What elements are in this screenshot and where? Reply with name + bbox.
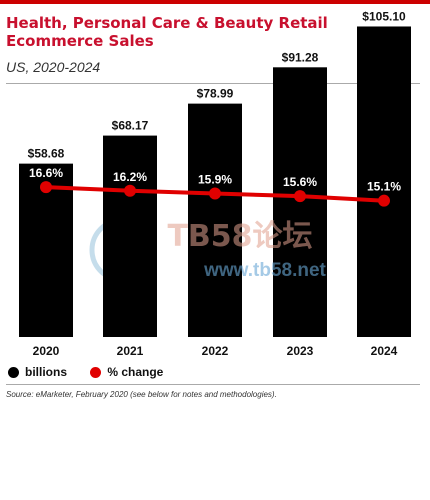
top-accent-line xyxy=(0,0,430,4)
source-note: Source: eMarketer, February 2020 (see be… xyxy=(6,390,277,399)
x-tick-label-2021: 2021 xyxy=(117,344,144,358)
watermark-brand-text: TB58论坛 xyxy=(167,219,312,254)
x-tick-label-2022: 2022 xyxy=(202,344,229,358)
legend-item-bars: billions xyxy=(8,365,67,379)
change-label-2022: 15.9% xyxy=(198,172,232,186)
bar-value-label-2022: $78.99 xyxy=(197,87,234,101)
x-tick-label-2020: 2020 xyxy=(33,344,60,358)
change-point-2021 xyxy=(124,184,136,197)
legend-bar-swatch xyxy=(8,366,19,378)
bar-value-label-2020: $58.68 xyxy=(28,147,65,161)
bar-value-label-2021: $68.17 xyxy=(112,119,149,133)
legend-line-label: % change xyxy=(107,365,164,379)
change-label-2020: 16.6% xyxy=(29,166,63,180)
change-label-2024: 15.1% xyxy=(367,180,401,194)
bar-2024 xyxy=(357,26,411,338)
legend-item-line: % change xyxy=(90,365,163,379)
watermark-url-text: www.tb58.net xyxy=(203,260,326,281)
legend-line-swatch xyxy=(90,366,102,378)
x-tick-label-2024: 2024 xyxy=(371,344,398,358)
change-point-2020 xyxy=(40,181,52,194)
bar-2022 xyxy=(188,103,242,337)
change-label-2023: 15.6% xyxy=(283,175,317,189)
footer-divider xyxy=(6,384,420,385)
chart-subtitle: US, 2020-2024 xyxy=(6,59,101,75)
change-point-2023 xyxy=(294,190,306,203)
chart-title: Health, Personal Care & Beauty Retail Ec… xyxy=(6,14,328,50)
legend-bars-label: billions xyxy=(25,365,67,379)
x-tick-label-2023: 2023 xyxy=(287,344,314,358)
change-label-2021: 16.2% xyxy=(113,170,147,184)
bar-2021 xyxy=(103,135,157,337)
bar-value-label-2024: $105.10 xyxy=(362,9,406,23)
legend: billions % change xyxy=(8,365,183,381)
bar-value-label-2023: $91.28 xyxy=(282,50,319,64)
header-divider xyxy=(6,83,420,84)
change-point-2022 xyxy=(209,187,221,200)
change-point-2024 xyxy=(378,194,390,207)
